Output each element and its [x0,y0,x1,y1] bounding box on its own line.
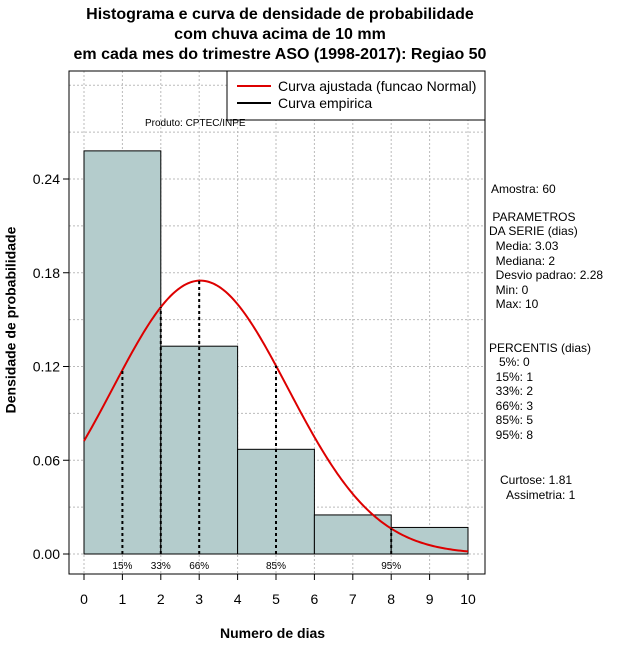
stats-p95: 95%: 8 [489,428,534,442]
legend-box: Curva ajustada (funcao Normal)Curva empi… [226,70,486,121]
stats-media: Media: 3.03 [489,239,559,253]
y-tick-label: 0.24 [33,171,60,187]
stats-min: Min: 0 [489,283,529,297]
legend-label: Curva ajustada (funcao Normal) [278,78,476,94]
histogram-bar [237,448,315,555]
histogram-bar [313,514,392,555]
stats-desvio: Desvio padrao: 2.28 [489,268,604,282]
stats-p85: 85%: 5 [489,413,534,427]
y-tick-label: 0.18 [33,265,60,281]
percentile-label: 85% [266,561,286,572]
percentile-label: 95% [381,561,401,572]
x-tick-label: 4 [234,591,242,607]
y-tick-label: 0.06 [33,452,60,468]
x-tick-label: 9 [426,591,434,607]
normal-fit-curve [83,279,469,553]
stats-p33: 33%: 2 [489,384,534,398]
stats-mediana: Mediana: 2 [489,254,556,268]
stats-curtose: Curtose: 1.81 [500,473,573,487]
legend-label: Curva empirica [278,95,372,111]
chart-title-line-3: em cada mes do trimestre ASO (1998-2017)… [73,46,487,63]
stats-p15: 15%: 1 [489,370,534,384]
stats-p66: 66%: 3 [489,399,534,413]
stats-p5: 5%: 0 [489,355,530,369]
x-tick-label: 7 [349,591,357,607]
legend-frame [226,70,486,121]
x-tick-label: 0 [80,591,88,607]
x-tick-label: 6 [311,591,319,607]
x-tick-label: 8 [387,591,395,607]
stats-max: Max: 10 [489,297,539,311]
x-tick-label: 2 [157,591,165,607]
stats-amostra: Amostra: 60 [491,182,556,196]
stats-parametros-header-2: DA SERIE (dias) [489,224,578,238]
stats-percentis-header: PERCENTIS (dias) [489,341,592,355]
x-tick-label: 5 [272,591,280,607]
stats-assimetria: Assimetria: 1 [500,488,576,502]
product-label: Produto: CPTEC/INPE [145,118,246,129]
x-tick-label: 1 [119,591,127,607]
chart-title-line-1: Histograma e curva de densidade de proba… [86,6,474,23]
x-tick-label: 10 [460,591,476,607]
percentile-label: 33% [151,561,171,572]
y-tick-label: 0.12 [33,359,60,375]
y-axis-title: Densidade de probabilidade [2,226,19,414]
percentile-label: 66% [189,561,209,572]
x-tick-label: 3 [195,591,203,607]
stats-parametros-header-1: PARAMETROS [489,210,576,224]
x-axis-title: Numero de dias [220,625,326,641]
y-tick-label: 0.00 [33,546,60,562]
percentile-label: 15% [112,561,132,572]
chart-title-line-2: com chuva acima de 10 mm [174,26,386,43]
